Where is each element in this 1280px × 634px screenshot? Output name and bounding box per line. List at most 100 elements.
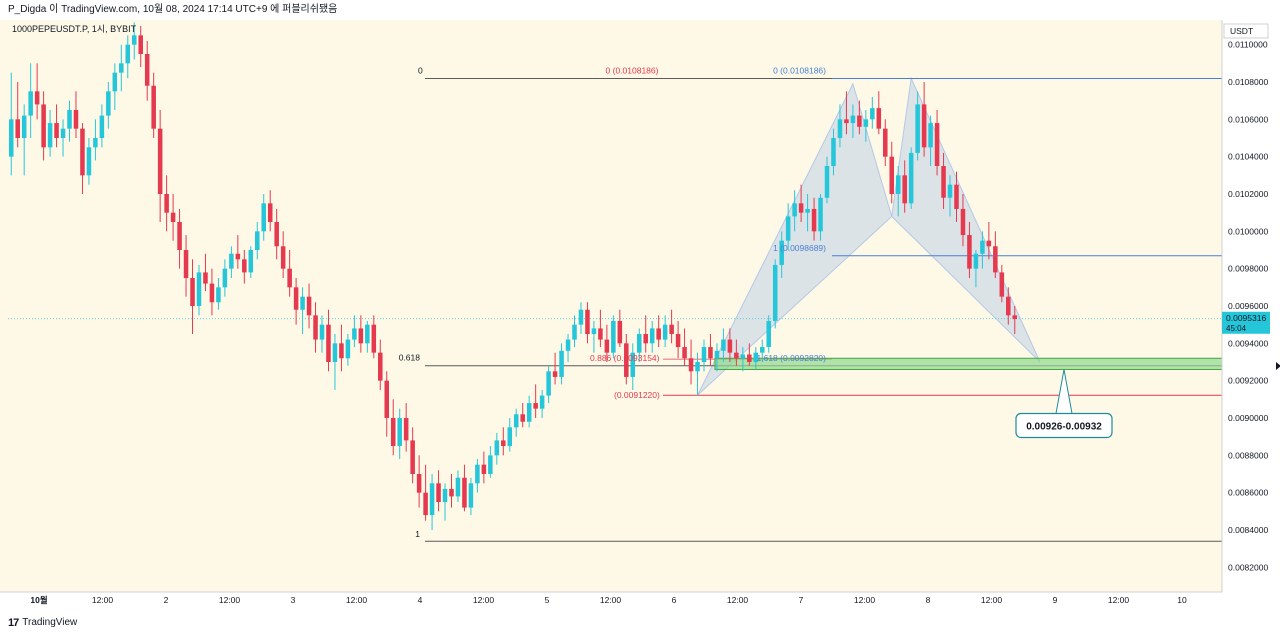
candle	[384, 371, 390, 437]
candle-body	[106, 91, 111, 116]
candle-body	[507, 427, 513, 446]
price-tick-label: 0.0098000	[1228, 264, 1268, 274]
tradingview-logo[interactable]: 17 TradingView	[8, 612, 77, 634]
candle	[170, 194, 176, 241]
candle-body	[216, 287, 221, 303]
candle	[967, 222, 972, 278]
candle	[928, 115, 933, 166]
candle-body	[345, 339, 351, 359]
current-price-badge[interactable]	[1222, 311, 1270, 334]
time-axis[interactable]: 10월 12:00 2 12:00 3 12:00 4 12:00 5 12:00 6 12:00 7 1…	[0, 591, 1222, 612]
candle-body	[157, 128, 163, 194]
candle-body	[993, 246, 998, 273]
time-tick-label: 2	[164, 595, 169, 605]
candle	[80, 123, 85, 194]
candle	[1012, 306, 1018, 334]
candle-body	[727, 339, 733, 353]
candle	[1006, 287, 1011, 325]
candle-body	[86, 147, 92, 176]
price-tick-label: 0.0108000	[1228, 77, 1268, 87]
candle-body	[611, 320, 616, 353]
candle-body	[947, 184, 953, 198]
candle-body	[883, 128, 888, 157]
candle	[131, 22, 137, 60]
candle-body	[526, 403, 532, 422]
candle	[986, 222, 992, 260]
fib-label-red: (0.0091220)	[614, 390, 660, 400]
candle	[721, 328, 726, 362]
candle	[267, 190, 273, 232]
symbol-label: 1000PEPEUSDT.P, 1시, BYBIT	[12, 24, 137, 34]
candle	[371, 315, 377, 359]
tradingview-logo-icon: 17	[8, 617, 19, 629]
candle	[54, 104, 59, 148]
candle-body	[908, 152, 914, 204]
time-tick-label: 12:00	[1108, 595, 1130, 605]
candle	[274, 208, 279, 260]
candle	[539, 390, 545, 418]
candle-body	[818, 197, 823, 232]
currency-badge[interactable]	[1223, 23, 1269, 39]
candle	[934, 110, 940, 176]
candle	[883, 119, 888, 166]
time-tick-label: 9	[1053, 595, 1058, 605]
candle	[649, 320, 655, 353]
candle	[60, 119, 66, 157]
candle-body	[708, 347, 713, 359]
candle	[747, 343, 752, 366]
candle	[844, 91, 849, 135]
candle-body	[378, 352, 383, 381]
candle-body	[636, 334, 642, 353]
candle-body	[721, 339, 726, 351]
candle	[675, 320, 681, 359]
price-tick-label: 0.0086000	[1228, 488, 1268, 498]
candle	[300, 287, 305, 334]
candle-body	[649, 328, 655, 344]
candle	[287, 250, 292, 297]
scroll-right-icon[interactable]	[1276, 362, 1280, 370]
candlestick-chart[interactable]: 0 0 (0.0108186) 0 (0.0108186) 1 (0.0098689)…	[0, 20, 1280, 612]
candle	[908, 147, 914, 209]
candle-body	[41, 104, 46, 148]
chart-area[interactable]: 0 0 (0.0108186) 0 (0.0108186) 1 (0.0098689)…	[0, 20, 1280, 612]
candle-body	[449, 488, 454, 497]
candle-body	[643, 334, 648, 344]
candle	[701, 339, 707, 372]
zone-callout-box[interactable]	[1015, 412, 1113, 439]
candle	[513, 408, 519, 437]
candle	[837, 104, 843, 148]
candle	[326, 309, 331, 372]
candle	[669, 309, 674, 344]
candle	[47, 110, 53, 157]
candle-body	[475, 464, 480, 484]
price-axis[interactable]: USDT 0.0110000 0.0108000 0.0106000 0.0104000…	[1221, 20, 1280, 612]
candle-body	[591, 328, 597, 334]
candle-body	[429, 483, 435, 516]
candle-body	[734, 352, 739, 359]
candle	[818, 194, 823, 241]
candle	[86, 138, 92, 185]
candle-body	[533, 403, 538, 409]
candle-body	[824, 166, 830, 198]
candle-body	[675, 334, 681, 348]
candle	[229, 246, 234, 278]
candle	[591, 320, 597, 353]
candle	[403, 403, 409, 452]
candle-body	[1012, 315, 1018, 320]
candle-body	[513, 414, 519, 428]
candle-body	[177, 222, 182, 250]
candle	[973, 250, 979, 288]
candles-layer	[8, 22, 1018, 530]
fib-label-618: 0.618	[399, 353, 421, 363]
candle	[792, 190, 797, 232]
candle-body	[183, 250, 189, 278]
candle-body	[209, 283, 215, 303]
time-tick-label: 6	[672, 595, 677, 605]
candle-body	[403, 418, 409, 441]
candle-body	[267, 203, 273, 222]
candle-body	[488, 455, 493, 474]
candle-body	[442, 488, 448, 502]
candle	[714, 343, 720, 372]
candle	[947, 175, 953, 217]
candle	[365, 320, 370, 353]
